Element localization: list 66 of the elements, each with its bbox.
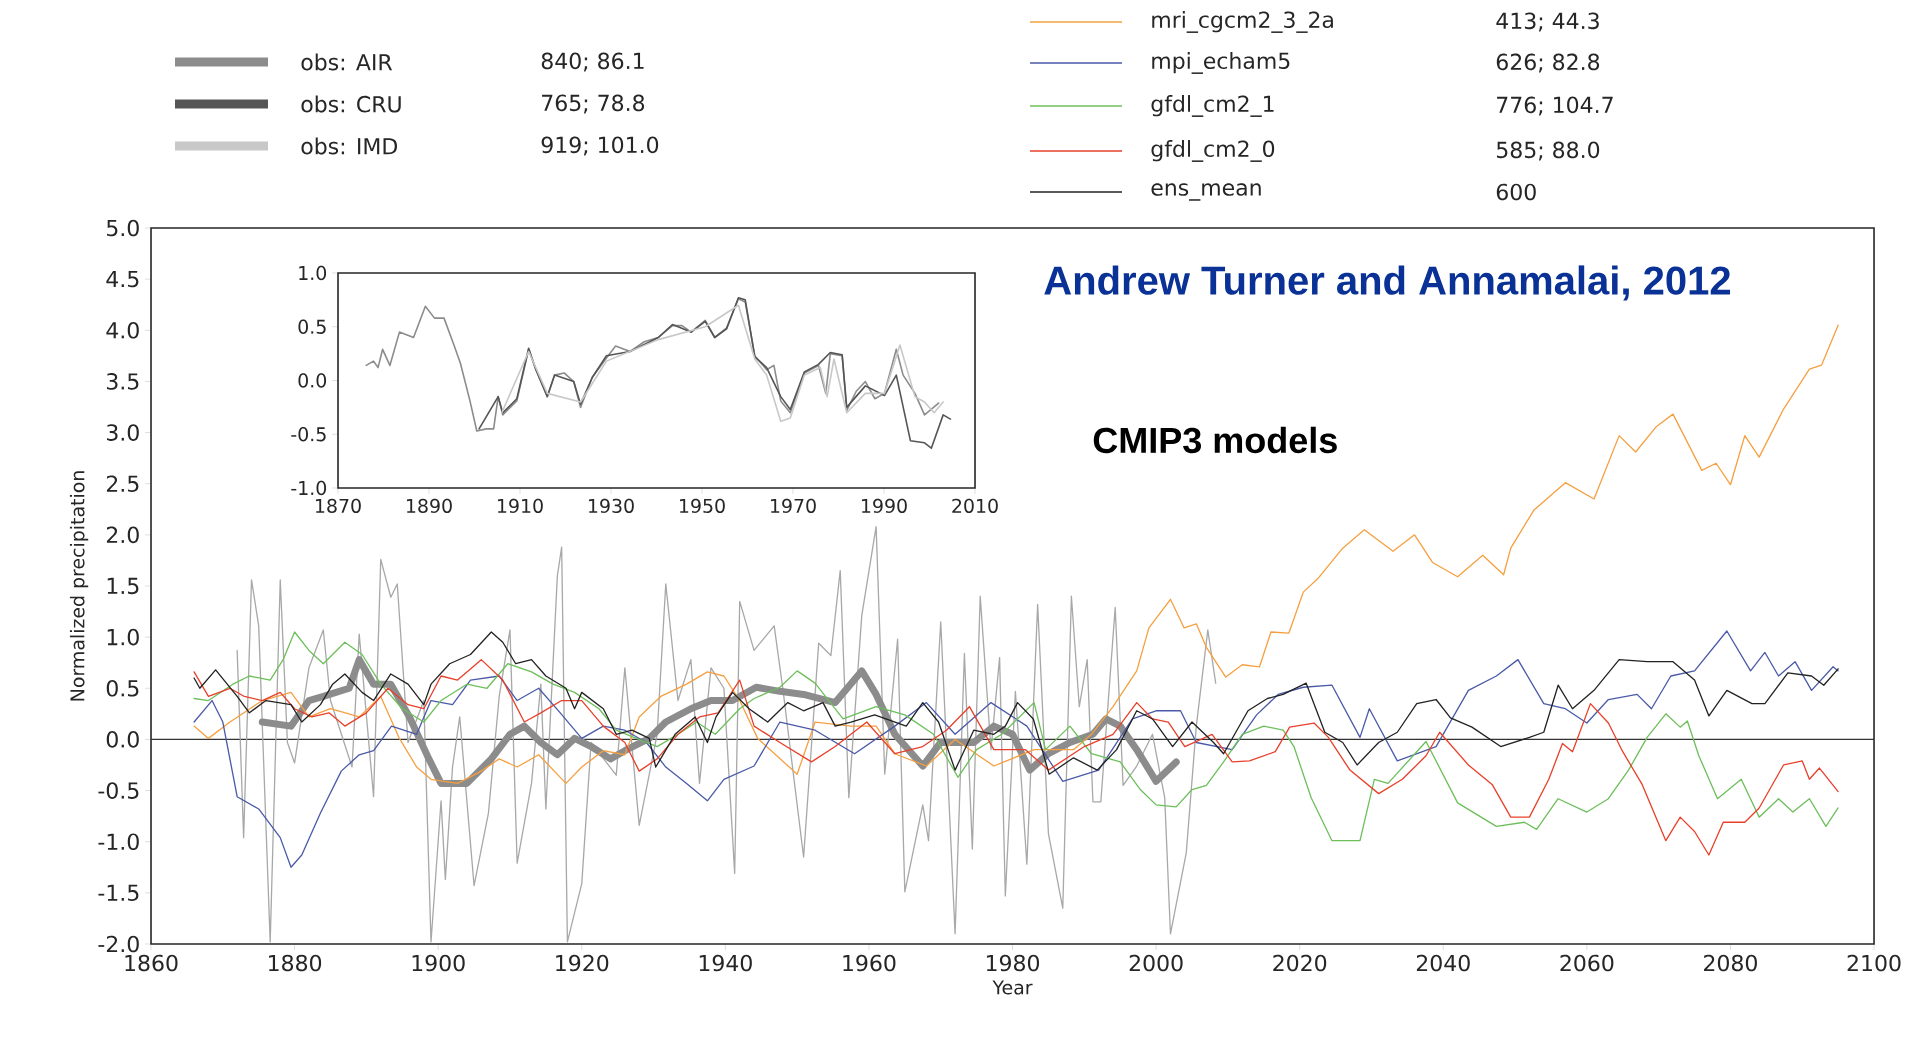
legend-label: gfdl_cm2_0 (1151, 140, 1275, 162)
x-tick-label: 1980 (986, 954, 1040, 972)
x-tick-label: 1990 (861, 498, 907, 514)
y-tick-label: 3.5 (106, 373, 139, 390)
text: 413; 44.3 (1496, 12, 1599, 32)
y-tick-label: 0.0 (106, 731, 139, 748)
x-tick-label: 1930 (588, 498, 634, 514)
legend-label: obs: CRU (301, 95, 401, 113)
text: 626; 82.8 (1496, 53, 1600, 73)
x-tick-label: 1900 (412, 954, 465, 972)
x-tick-label: 2100 (1847, 954, 1901, 972)
x-tick-label: 2010 (952, 498, 998, 514)
y-tick-label: 1.0 (299, 265, 327, 281)
y-tick-label: 0.5 (298, 319, 326, 334)
legend-label: mri_cgcm2_3_2a (1152, 11, 1333, 33)
legend-label: obs: AIR (301, 53, 393, 71)
x-tick-label: 2020 (1273, 954, 1327, 972)
x-tick-label: 1940 (699, 954, 752, 972)
x-tick-label: 1950 (679, 498, 725, 514)
x-tick-label: 2060 (1560, 954, 1614, 972)
legend-label: ens_mean (1151, 183, 1261, 201)
y-tick-label: 2.5 (106, 475, 139, 493)
x-tick-label: 1970 (770, 498, 816, 514)
y-tick-label: 0.5 (106, 679, 139, 697)
x-tick-label: 1870 (315, 498, 361, 514)
x-tick-label: 2040 (1416, 954, 1470, 972)
line-series (193, 631, 1839, 775)
x-axis-title: Year (992, 980, 1033, 995)
line-series (236, 526, 1217, 943)
text: 600 (1496, 183, 1536, 201)
y-tick-label: 2.0 (106, 526, 139, 544)
y-tick-label: 5.0 (107, 219, 139, 237)
line-series (193, 658, 1839, 856)
y-tick-label: 4.0 (106, 321, 139, 339)
text: 840; 86.1 (541, 52, 644, 72)
x-tick-label: 2080 (1704, 954, 1757, 972)
legend-label: gfdl_cm2_1 (1151, 95, 1274, 117)
y-tick-label: -0.5 (291, 427, 326, 442)
y-axis-title: Normalized precipitation (69, 471, 89, 701)
text: 585; 88.0 (1496, 141, 1600, 161)
x-tick-label: 1890 (406, 498, 452, 514)
x-tick-label: 1920 (556, 954, 609, 972)
y-tick-label: 0.0 (298, 373, 327, 388)
annotation: Andrew Turner and Annamalai, 2012 (1044, 265, 1730, 301)
y-tick-label: 4.5 (106, 270, 139, 288)
y-tick-label: 1.0 (107, 628, 139, 646)
x-tick-label: 1860 (125, 954, 178, 972)
y-tick-label: -2.0 (98, 935, 139, 953)
x-tick-label: 1910 (497, 498, 543, 514)
x-tick-label: 1880 (269, 954, 322, 972)
text: 765; 78.8 (542, 94, 645, 114)
x-tick-label: 1960 (843, 954, 896, 972)
legend-label: obs: IMD (301, 137, 398, 155)
annotation: CMIP3 models (1093, 426, 1337, 454)
y-tick-label: -1.0 (291, 480, 327, 496)
y-tick-label: 3.0 (106, 424, 139, 441)
y-tick-label: 1.5 (107, 577, 139, 595)
y-tick-label: -1.5 (98, 884, 139, 902)
line-series (501, 304, 944, 423)
line-series (478, 296, 952, 450)
text: 776; 104.7 (1497, 96, 1613, 116)
text: 919; 101.0 (541, 136, 659, 156)
legend-label: mpi_echam5 (1152, 52, 1290, 74)
y-tick-label: -1.0 (98, 833, 139, 851)
x-tick-label: 2000 (1129, 954, 1183, 972)
y-tick-label: -0.5 (98, 782, 139, 799)
